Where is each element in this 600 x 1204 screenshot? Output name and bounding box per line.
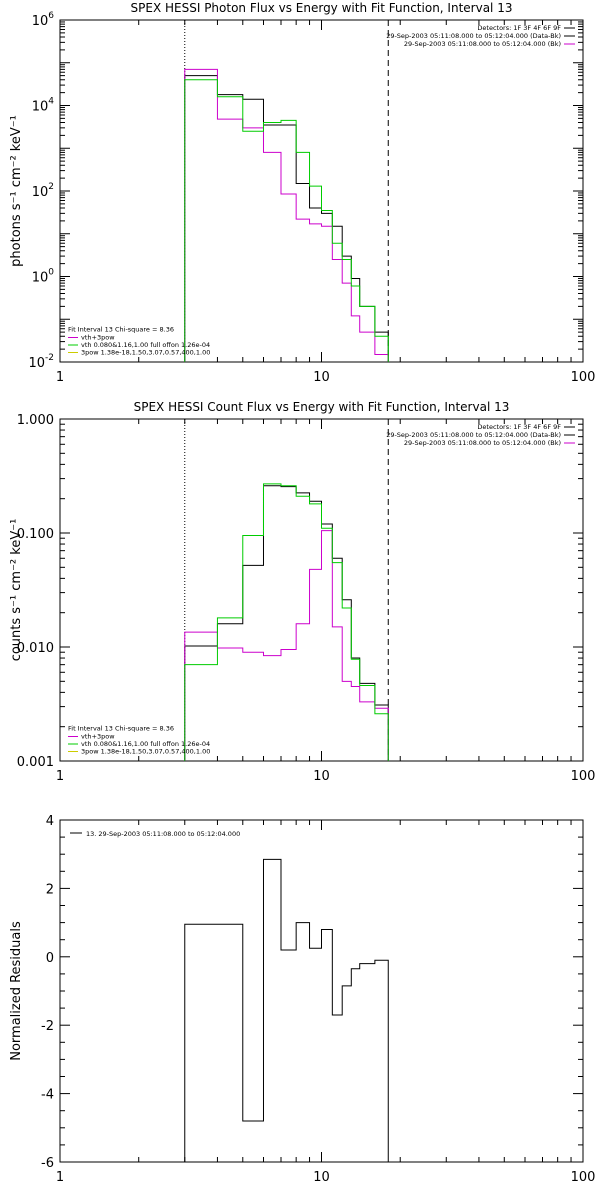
x-tick-label: 10 (313, 370, 330, 385)
series-step-line-2 (184, 530, 389, 761)
x-tick-label: 100 (571, 769, 596, 784)
chart-panel-1: SPEX HESSI Photon Flux vs Energy with Fi… (9, 1, 595, 385)
y-tick-label: 0.010 (17, 641, 54, 656)
x-tick-label: 100 (571, 370, 596, 385)
plot-frame (59, 819, 584, 1163)
legend-entry: 3pow 1.38e-18,1.50,3.07,0.57,400,1.00 (81, 748, 210, 756)
y-tick-label: 0.100 (17, 527, 54, 542)
data-area (184, 68, 389, 362)
y-tick-label: -6 (41, 1156, 54, 1171)
x-tick-label: 1 (56, 1170, 64, 1185)
x-tick-label: 100 (571, 1170, 596, 1185)
data-area (184, 483, 389, 761)
data-area (184, 858, 389, 1162)
legend-entry: 13. 29-Sep-2003 05:11:08.000 to 05:12:04… (86, 830, 240, 838)
chart-panel-3: 1 10 100 -6 -4 -2 0 2 4 Normalized Residuals 13. 2… (9, 814, 595, 1185)
y-tick-label: 0 (46, 951, 54, 966)
y-tick-label: 100 (32, 268, 55, 286)
y-tick-label: 102 (32, 182, 54, 200)
legend-header: Fit Interval 13 Chi-square = 8.36 (68, 725, 174, 733)
info-line: 29-Sep-2003 05:11:08.000 to 05:12:04.000… (386, 431, 561, 439)
chart-title: SPEX HESSI Photon Flux vs Energy with Fi… (131, 1, 513, 15)
x-tick-label: 1 (56, 370, 64, 385)
series-step-line-1 (184, 485, 389, 761)
series-step-line-3 (184, 483, 389, 761)
legend-entry: vth 0.080&1.16,1.00 full offon 1.26e-04 (81, 740, 210, 748)
y-tick-label: 2 (46, 882, 54, 897)
info-line: Detectors: 1F 3F 4F 6F 9F (477, 423, 561, 431)
chart-title: SPEX HESSI Count Flux vs Energy with Fit… (134, 400, 510, 414)
chart-panel-2: SPEX HESSI Count Flux vs Energy with Fit… (9, 400, 595, 784)
y-tick-label: -2 (41, 1019, 54, 1034)
y-tick-label: 1.000 (17, 413, 54, 428)
series-step-line-3 (184, 79, 389, 362)
series-step-line-1 (184, 858, 389, 1162)
x-tick-label: 10 (313, 1170, 330, 1185)
y-tick-label: -4 (41, 1088, 54, 1103)
series-step-line-1 (184, 75, 389, 362)
x-tick-label: 10 (313, 769, 330, 784)
x-tick-label: 1 (56, 769, 64, 784)
info-line: 29-Sep-2003 05:11:08.000 to 05:12:04.000… (386, 32, 561, 40)
plot-frame (59, 418, 584, 762)
legend-entry: vth 0.080&1.16,1.00 full offon 1.26e-04 (81, 341, 210, 349)
y-tick-label: 0.001 (17, 755, 54, 770)
y-tick-label: 104 (32, 97, 55, 115)
legend-entry: vth+3pow (81, 334, 115, 342)
y-axis-label: Normalized Residuals (9, 921, 24, 1061)
legend-header: Fit Interval 13 Chi-square = 8.36 (68, 326, 174, 334)
y-axis-label: photons s⁻¹ cm⁻² keV⁻¹ (9, 115, 24, 267)
info-line: Detectors: 1F 3F 4F 6F 9F (477, 24, 561, 32)
info-line: 29-Sep-2003 05:11:08.000 to 05:12:04.000… (404, 439, 561, 447)
y-tick-label: 10-2 (28, 353, 54, 371)
legend-entry: vth+3pow (81, 733, 115, 741)
y-axis-label: counts s⁻¹ cm⁻² keV⁻¹ (9, 519, 24, 662)
y-tick-label: 106 (32, 11, 55, 29)
y-tick-label: 4 (46, 814, 54, 829)
info-line: 29-Sep-2003 05:11:08.000 to 05:12:04.000… (404, 40, 561, 48)
legend-entry: 3pow 1.38e-18,1.50,3.07,0.57,400,1.00 (81, 349, 210, 357)
series-step-line-2 (184, 68, 389, 362)
